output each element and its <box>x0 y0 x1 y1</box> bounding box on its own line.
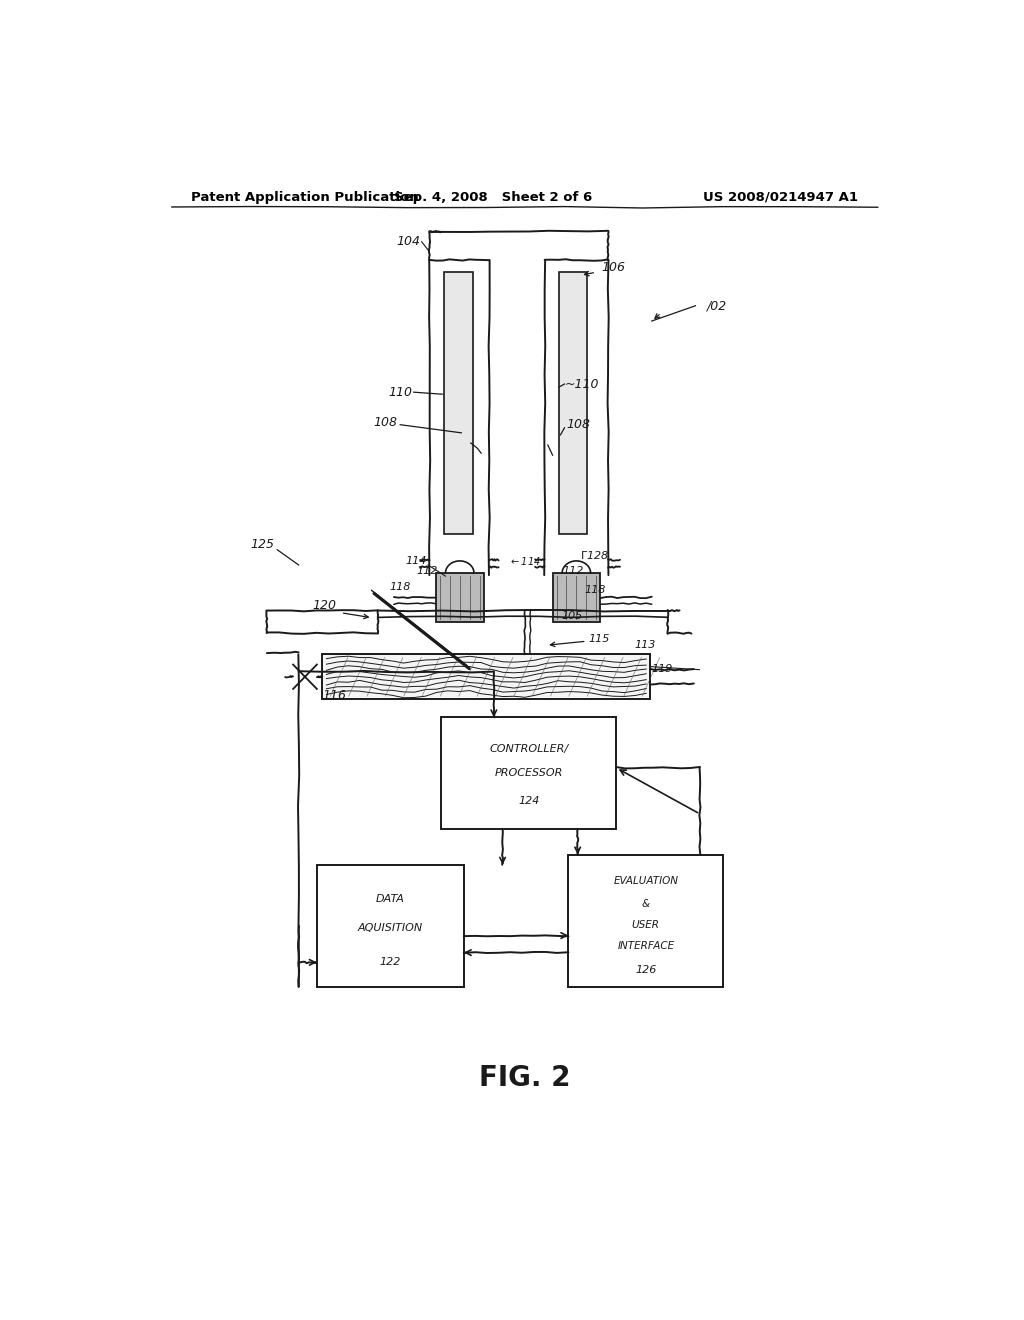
Text: 126: 126 <box>635 965 656 974</box>
Bar <box>559 272 588 535</box>
Text: 108: 108 <box>566 418 590 432</box>
Text: DATA: DATA <box>376 894 404 904</box>
Text: 125: 125 <box>251 539 274 552</box>
Text: $\leftarrow$114: $\leftarrow$114 <box>509 554 541 566</box>
Text: 106: 106 <box>601 260 625 273</box>
Text: USER: USER <box>632 920 659 929</box>
Text: FIG. 2: FIG. 2 <box>479 1064 570 1092</box>
Text: US 2008/0214947 A1: US 2008/0214947 A1 <box>703 190 858 203</box>
Text: PROCESSOR: PROCESSOR <box>495 768 563 779</box>
Text: 120: 120 <box>312 599 336 612</box>
Text: Patent Application Publication: Patent Application Publication <box>191 190 419 203</box>
Text: ~110: ~110 <box>564 378 599 391</box>
Text: INTERFACE: INTERFACE <box>617 941 675 950</box>
Text: 118: 118 <box>585 585 605 595</box>
Bar <box>568 854 723 987</box>
Bar <box>436 573 483 622</box>
Text: 118: 118 <box>389 582 411 593</box>
Bar <box>441 718 616 829</box>
Text: 104: 104 <box>396 235 420 248</box>
Text: 114: 114 <box>406 556 426 566</box>
Text: 115: 115 <box>588 634 609 644</box>
Text: 116: 116 <box>323 689 346 701</box>
Text: 122: 122 <box>380 957 401 968</box>
Text: CONTROLLER/: CONTROLLER/ <box>489 743 568 754</box>
Bar <box>443 272 473 535</box>
Text: 113: 113 <box>634 640 655 651</box>
Text: 105: 105 <box>561 611 583 620</box>
Text: 108: 108 <box>374 416 397 429</box>
Text: Sep. 4, 2008   Sheet 2 of 6: Sep. 4, 2008 Sheet 2 of 6 <box>394 190 592 203</box>
Text: $\Gamma$128: $\Gamma$128 <box>581 549 609 561</box>
Text: /02: /02 <box>708 300 728 313</box>
Text: 112: 112 <box>563 566 585 576</box>
Bar <box>323 655 650 700</box>
Text: AQUISITION: AQUISITION <box>357 923 423 933</box>
Text: 112: 112 <box>416 566 437 576</box>
Text: 119: 119 <box>652 664 673 673</box>
Text: 110: 110 <box>388 385 412 399</box>
Text: &: & <box>642 899 650 908</box>
Bar <box>553 573 600 622</box>
Bar <box>316 865 464 987</box>
Text: EVALUATION: EVALUATION <box>613 876 678 886</box>
Text: 124: 124 <box>518 796 540 807</box>
